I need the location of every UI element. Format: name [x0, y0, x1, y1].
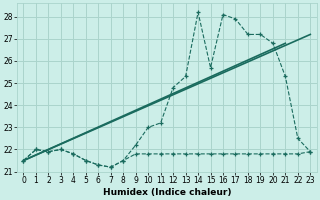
X-axis label: Humidex (Indice chaleur): Humidex (Indice chaleur) — [103, 188, 231, 197]
